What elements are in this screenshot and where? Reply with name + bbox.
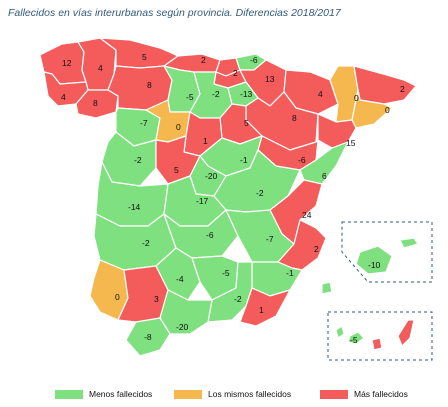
legend-item-more: Más fallecidos (320, 389, 408, 399)
label-ciudad-real: -6 (206, 230, 214, 240)
label-sevilla: 3 (154, 294, 159, 304)
label-cuenca: -2 (256, 188, 264, 198)
label-jaen: -5 (222, 268, 230, 278)
legend-label-more: Más fallecidos (354, 389, 408, 399)
legend-label-same: Los mismos fallecidos (208, 389, 292, 399)
label-huelva: 0 (115, 292, 120, 302)
map-legend: Menos fallecidos Los mismos fallecidos M… (0, 389, 448, 403)
label-la-rioja: -13 (240, 89, 253, 99)
label-salamanca: -2 (134, 155, 142, 165)
label-leon: 8 (147, 80, 152, 90)
label-guipuzcoa: -6 (250, 55, 258, 65)
label-toledo: -17 (196, 196, 209, 206)
label-palencia: -5 (186, 92, 194, 102)
label-cantabria: 2 (201, 55, 206, 65)
label-barcelona: 0 (385, 105, 390, 115)
label-badajoz: -2 (142, 238, 150, 248)
label-alava: 2 (233, 68, 238, 78)
label-valladolid: 0 (176, 122, 181, 132)
label-zamora: -7 (140, 118, 148, 128)
label-malaga: -20 (176, 322, 189, 332)
label-murcia: -1 (286, 268, 294, 278)
label-cadiz: -8 (144, 332, 152, 342)
legend-label-less: Menos fallecidos (89, 389, 153, 399)
label-alicante: 2 (314, 244, 319, 254)
legend-swatch-green (55, 389, 83, 399)
label-navarra: 13 (265, 74, 275, 84)
map-title: Fallecidos en vías interurbanas según pr… (8, 7, 341, 19)
label-segovia: 1 (203, 136, 208, 146)
canary-inset-frame (327, 311, 433, 361)
label-asturias: 5 (142, 52, 147, 62)
label-pontevedra: 4 (61, 92, 66, 102)
legend-item-same: Los mismos fallecidos (174, 389, 291, 399)
label-zaragoza: 8 (292, 113, 297, 123)
label-castellon: 6 (322, 171, 327, 181)
label-almeria: 1 (259, 305, 264, 315)
label-cordoba: -4 (176, 274, 184, 284)
province-gran-canaria[interactable] (371, 337, 383, 351)
label-albacete: -7 (266, 234, 274, 244)
label-teruel: -6 (298, 155, 306, 165)
label-avila: 5 (174, 165, 179, 175)
label-granada: -2 (234, 294, 242, 304)
label-girona: 2 (400, 84, 405, 94)
label-tarragona: 15 (346, 138, 356, 148)
label-huesca: 4 (318, 89, 323, 99)
label-lleida: 0 (354, 93, 359, 103)
island-menorca[interactable] (399, 237, 419, 249)
label-madrid: -20 (205, 171, 218, 181)
province-santa-cruz-tenerife[interactable] (335, 325, 365, 345)
province-las-palmas-east[interactable] (397, 319, 415, 347)
legend-swatch-red (320, 389, 348, 399)
label-guadalajara: -1 (240, 155, 248, 165)
label-soria: 5 (244, 118, 249, 128)
label-valencia: 24 (302, 210, 312, 220)
label-mallorca: -10 (368, 260, 381, 270)
label-santa-cruz-tenerife: -5 (350, 335, 358, 345)
legend-item-less: Menos fallecidos (55, 389, 152, 399)
label-lugo: 4 (98, 63, 103, 73)
province-malaga[interactable] (159, 289, 213, 335)
province-almeria[interactable] (239, 287, 291, 327)
province-ourense[interactable] (75, 89, 119, 119)
label-burgos: -2 (212, 89, 220, 99)
label-ourense: 8 (93, 98, 98, 108)
province-girona[interactable] (353, 65, 417, 105)
province-cadiz[interactable] (125, 317, 171, 357)
label-a-coruna: 12 (62, 58, 72, 68)
label-caceres: -14 (128, 202, 141, 212)
balearic-inset-frame (341, 221, 433, 283)
province-mallorca[interactable] (355, 245, 393, 275)
legend-swatch-orange (174, 389, 202, 399)
island-ibiza[interactable] (321, 281, 333, 295)
